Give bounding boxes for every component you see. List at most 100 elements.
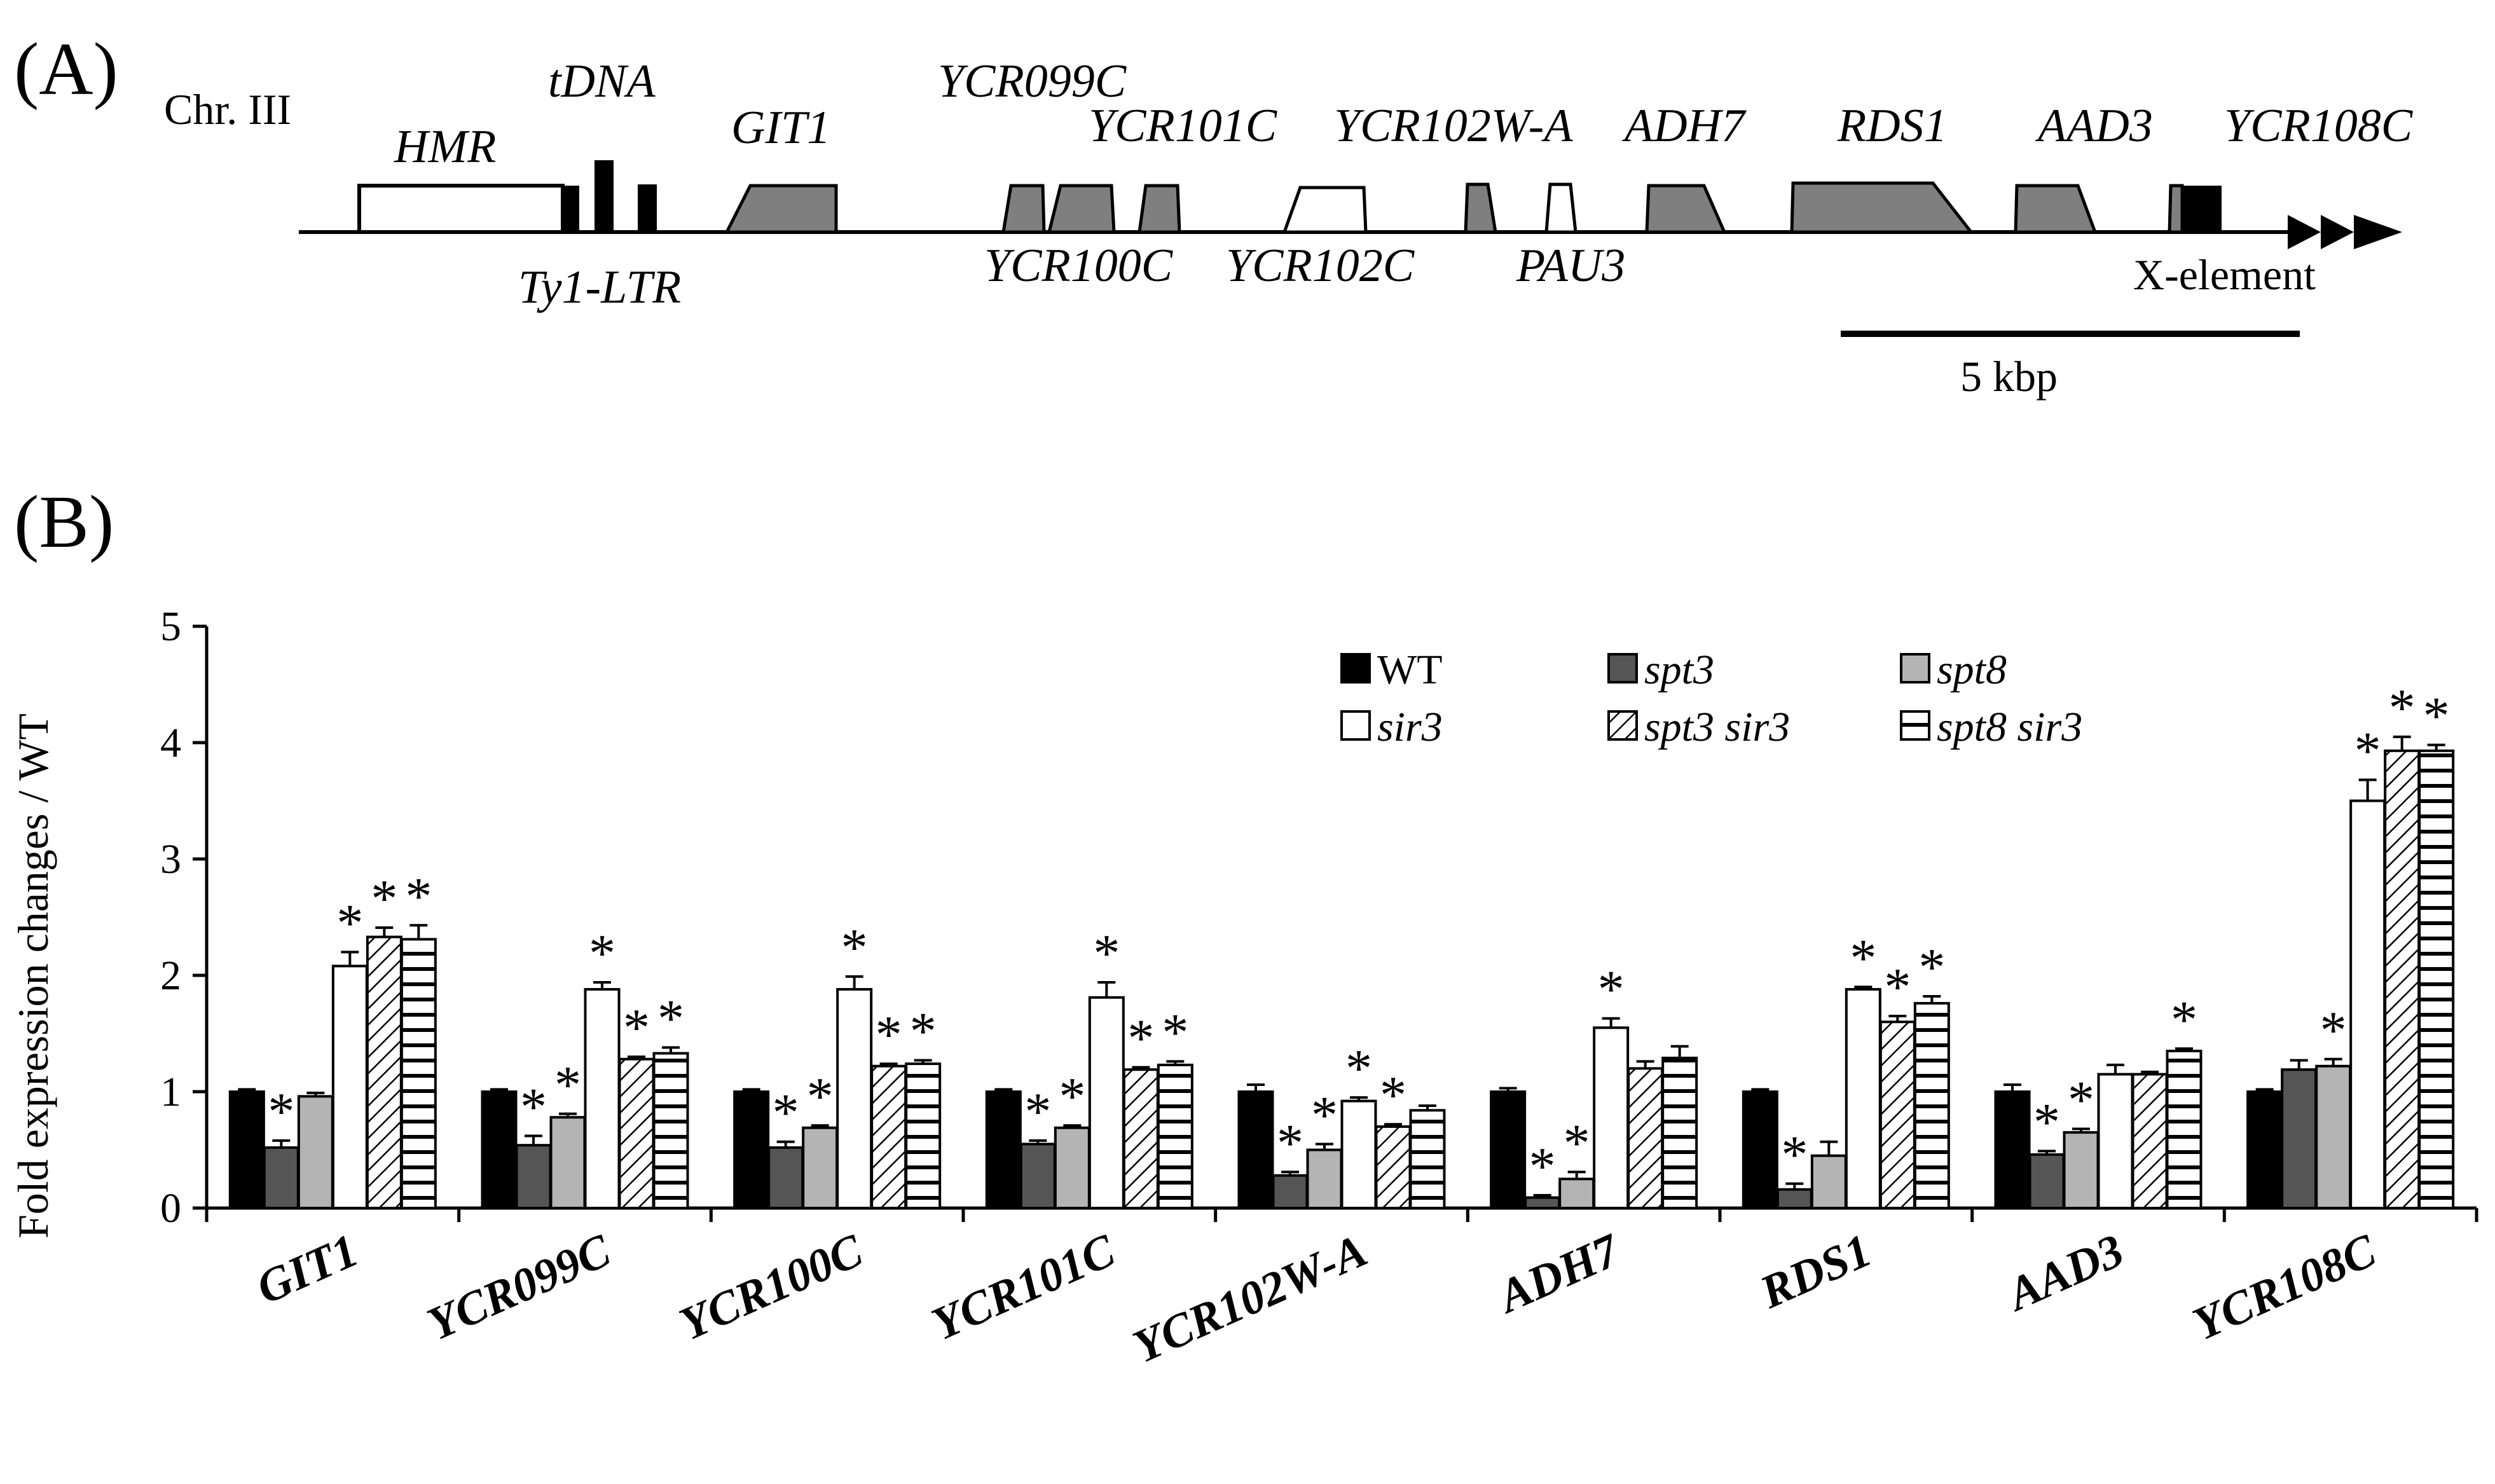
significance-star: * — [1345, 1039, 1372, 1098]
bar-spt8 — [1810, 1154, 1847, 1210]
bar-sir3 — [584, 987, 621, 1209]
significance-star: * — [1529, 1137, 1556, 1196]
bar-spt8sir3 — [1661, 1056, 1698, 1210]
rds1-gene — [1790, 181, 1975, 234]
legend-swatch-spt3sir3 — [1607, 710, 1638, 741]
bar-sir3 — [2349, 799, 2386, 1209]
significance-star: * — [1918, 938, 1945, 997]
legend-label-spt3: spt3 — [1644, 647, 1714, 693]
git1-label: GIT1 — [731, 102, 830, 154]
tdna-element — [595, 160, 614, 232]
bar-spt8 — [802, 1126, 839, 1209]
bar-spt8 — [2315, 1064, 2352, 1209]
x-axis — [205, 1206, 2478, 1222]
significance-star: * — [623, 998, 650, 1057]
ycr108c-gene — [2168, 184, 2184, 234]
significance-star: * — [1024, 1082, 1051, 1141]
significance-star: * — [1127, 1009, 1154, 1068]
category-label: YCR108C — [2185, 1224, 2384, 1350]
legend-label-spt8: spt8 — [1937, 647, 2007, 693]
category-label: AAD3 — [1998, 1225, 2131, 1322]
y-tick-label: 3 — [160, 836, 181, 883]
bar-wt — [1742, 1090, 1778, 1209]
telomere-arrow-3 — [2354, 215, 2402, 249]
legend-label-spt8sir3: spt8 sir3 — [1937, 704, 2082, 750]
significance-star: * — [1093, 924, 1120, 983]
panel-b: (B) Fold expression changes / WT 012345 … — [9, 480, 2478, 1373]
ty1-ltr-element — [563, 186, 579, 232]
bar-spt8sir3 — [1157, 1063, 1193, 1210]
y-tick-label: 4 — [160, 720, 181, 766]
bar-sir3 — [1088, 996, 1125, 1210]
bar-spt3sir3 — [1375, 1125, 1412, 1210]
x-element-box — [2182, 186, 2222, 232]
scale-label: 5 kbp — [1960, 352, 2058, 401]
significance-star: * — [1059, 1067, 1085, 1126]
legend-swatch-spt8sir3 — [1900, 710, 1930, 741]
ycr099c-label: YCR099C — [938, 55, 1127, 107]
significance-star: * — [2068, 1071, 2094, 1130]
tdna-label: tDNA — [548, 55, 656, 107]
y-tick-label: 0 — [160, 1185, 181, 1232]
hmr-label: HMR — [394, 121, 496, 173]
y-axis: 0 1 2 3 4 5 — [160, 603, 209, 1232]
panel-a: (A) Chr. III HMR tDNA Ty1-LTR GIT1 YCR09… — [14, 27, 2414, 401]
significance-star: * — [405, 867, 432, 926]
significance-star: * — [657, 989, 684, 1048]
git1-gene — [724, 184, 838, 234]
bar-wt — [1237, 1090, 1274, 1209]
legend-swatch-sir3 — [1340, 710, 1371, 741]
bar-spt3 — [1776, 1188, 1813, 1209]
significance-star: * — [371, 869, 397, 928]
panel-b-label: (B) — [14, 480, 114, 563]
category-label: ADH7 — [1488, 1223, 1628, 1324]
adh7-label: ADH7 — [1621, 100, 1747, 152]
bar-spt8 — [549, 1116, 586, 1210]
y-tick-label: 2 — [160, 952, 181, 999]
significance-star: * — [773, 1083, 799, 1143]
bar-spt8 — [2063, 1131, 2100, 1210]
ycr101c-label: YCR101C — [1089, 100, 1278, 152]
bar-spt3 — [2281, 1068, 2318, 1209]
significance-star: * — [841, 918, 868, 977]
legend-label-sir3: sir3 — [1377, 704, 1443, 750]
aad3-label: AAD3 — [2035, 100, 2153, 152]
bar-spt8sir3 — [400, 938, 437, 1210]
category-label: RDS1 — [1752, 1225, 1880, 1319]
bar-spt8sir3 — [2166, 1049, 2203, 1209]
legend-label-wt: WT — [1377, 647, 1443, 693]
significance-star: * — [2423, 687, 2450, 746]
significance-star: * — [2354, 722, 2381, 781]
bar-sir3 — [1340, 1099, 1377, 1210]
bars: ** * ** *** ** *** ** *** ** ** ** **** * ** ** *** * — [228, 678, 2455, 1210]
significance-star: * — [1564, 1113, 1590, 1172]
bar-wt — [2246, 1090, 2283, 1209]
bar-wt — [1994, 1090, 2031, 1209]
ycr100c-gene — [1047, 184, 1116, 234]
x-element-label: X-element — [2133, 251, 2316, 299]
significance-star: * — [336, 893, 363, 952]
category-label: YCR099C — [420, 1224, 619, 1350]
legend-label-spt3sir3: spt3 sir3 — [1644, 704, 1790, 750]
bar-spt3sir3 — [366, 935, 402, 1209]
bar-spt8sir3 — [1913, 1001, 1950, 1210]
y-axis-label: Fold expression changes / WT — [9, 713, 57, 1239]
category-label: YCR102W-A — [1125, 1225, 1374, 1373]
bar-wt — [733, 1090, 770, 1209]
ycr099c-gene — [1001, 184, 1046, 234]
hmr-box — [357, 184, 565, 234]
significance-star: * — [554, 1055, 581, 1115]
significance-star: * — [1380, 1066, 1406, 1125]
pau3-gene — [1544, 182, 1577, 234]
bar-sir3 — [1845, 987, 1881, 1209]
bar-spt3sir3 — [1627, 1067, 1664, 1210]
bar-spt3sir3 — [1879, 1020, 1916, 1209]
category-label: YCR101C — [924, 1224, 1124, 1350]
bar-sir3 — [2097, 1073, 2134, 1210]
bar-spt8sir3 — [1409, 1109, 1446, 1210]
significance-star: * — [1311, 1085, 1338, 1144]
category-label: YCR100C — [672, 1224, 871, 1350]
bar-spt3sir3 — [1122, 1068, 1159, 1209]
